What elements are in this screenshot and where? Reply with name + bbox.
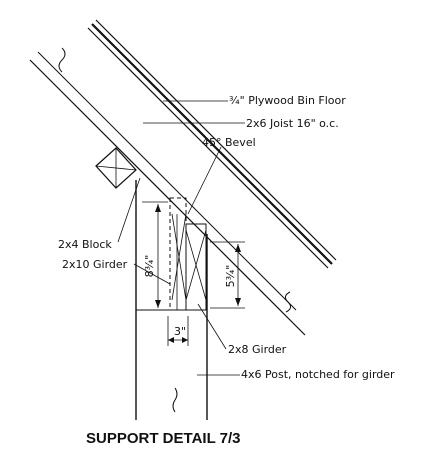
label-plywood: ¾" Plywood Bin Floor bbox=[229, 94, 346, 107]
girder-2x10 bbox=[169, 197, 187, 311]
dimension-height-b bbox=[210, 241, 245, 309]
label-bevel: 45° Bevel bbox=[202, 136, 256, 149]
dimension-height-a-label: 8¾" bbox=[143, 255, 156, 278]
diagram-caption: SUPPORT DETAIL 7/3 bbox=[86, 430, 240, 447]
block-2x4 bbox=[95, 147, 137, 189]
label-post: 4x6 Post, notched for girder bbox=[241, 368, 395, 381]
label-block: 2x4 Block bbox=[58, 238, 112, 251]
dimension-height-a bbox=[142, 201, 168, 311]
dimension-height-b-label: 5¾" bbox=[224, 265, 237, 288]
break-symbols bbox=[58, 47, 292, 413]
girder-2x8 bbox=[185, 223, 207, 311]
joist bbox=[29, 51, 306, 336]
label-girder-2x8: 2x8 Girder bbox=[228, 343, 287, 356]
label-girder-2x10: 2x10 Girder bbox=[62, 258, 128, 271]
leader-lines bbox=[117, 100, 245, 376]
dimension-width-label: 3" bbox=[174, 325, 186, 338]
label-joist: 2x6 Joist 16" o.c. bbox=[246, 117, 339, 130]
dimension-width bbox=[167, 316, 189, 346]
plywood-bin-floor bbox=[87, 19, 337, 269]
post-4x6 bbox=[135, 180, 208, 420]
